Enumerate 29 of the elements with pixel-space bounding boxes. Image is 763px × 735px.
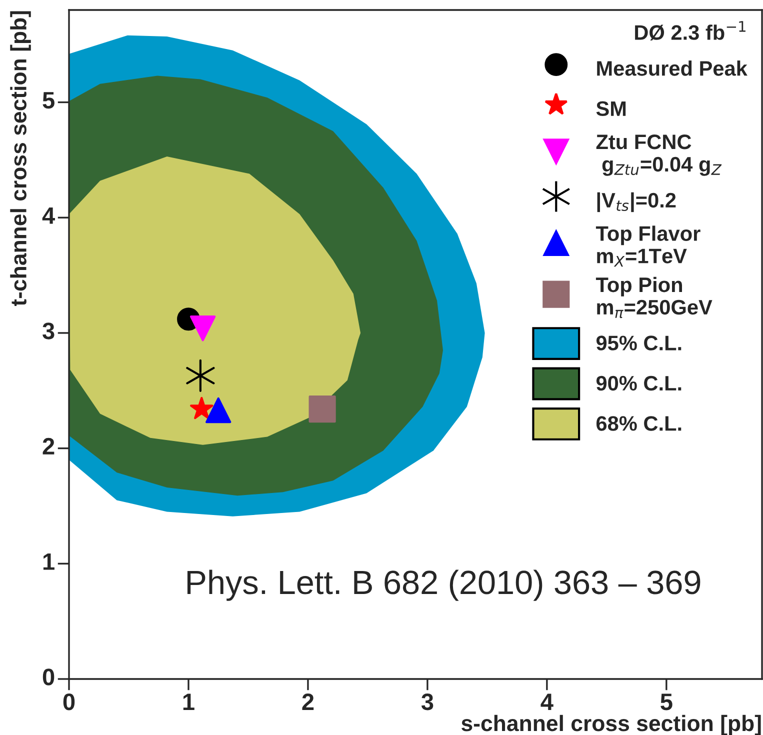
y-tick-label: 2 — [42, 438, 54, 454]
legend-label: 68% C.L. — [596, 416, 682, 431]
annotation: Phys. Lett. B 682 (2010) 363 – 369 — [187, 570, 700, 601]
y-tick-label: 4 — [42, 207, 55, 224]
legend-label: Ztu FCNC g$_{Ztu}$=0.04 g$_{Z}$ — [596, 134, 722, 176]
legend-label: Top Pion m$_{π}$=250GeV — [596, 276, 712, 318]
y-tick-label: 3 — [42, 322, 54, 340]
point — [190, 396, 214, 420]
x-tick-label: 0 — [63, 694, 75, 710]
legend-label: 90% C.L. — [596, 376, 682, 391]
x-tick-label: 5 — [660, 694, 672, 710]
y-tick-label: 0 — [42, 668, 54, 686]
legend-label: |V$_{ts}$|=0.2 — [597, 192, 676, 212]
x-tick-label: 4 — [540, 694, 554, 710]
y-axis-title: t-channel cross section [pb] — [10, 11, 31, 306]
y-tick-label: 1 — [43, 554, 54, 570]
point — [308, 396, 336, 423]
legend-label: Top Flavor m$_{X}$=1TeV — [596, 226, 700, 267]
legend-label: 95% C.L. — [596, 336, 682, 350]
y-tick-label: 5 — [42, 92, 54, 109]
legend-label: SM — [596, 101, 626, 116]
x-tick-label: 1 — [183, 694, 194, 710]
x-tick-label: 2 — [302, 694, 314, 710]
legend-label: Measured Peak — [597, 60, 748, 76]
point — [206, 397, 232, 424]
point — [186, 359, 215, 392]
x-tick-label: 3 — [421, 694, 434, 710]
point — [190, 316, 216, 342]
legend-title: DØ 2.3 fb$^{−1}$ — [635, 21, 746, 40]
